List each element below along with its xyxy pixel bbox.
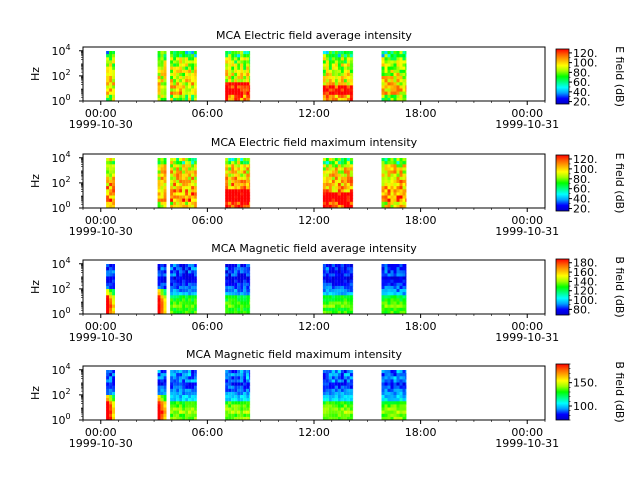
colorbar-label: B field (dB) [613,361,626,422]
y-tick-label: 100 [51,412,70,427]
spectrogram-block [158,158,167,208]
spectrogram-block [106,264,115,314]
spectrogram-block [323,370,353,420]
x-tick-label: 18:00 [405,320,437,333]
date-label-left: 1999-10-30 [69,225,133,238]
axes-frame [83,366,545,420]
colorbar-label: E field (dB) [613,153,626,214]
y-tick-label: 104 [51,362,70,377]
y-tick-label: 102 [51,68,70,83]
panel-title: MCA Electric field maximum intensity [211,136,418,149]
panel-title: MCA Magnetic field maximum intensity [186,348,402,361]
spectrogram-block [170,51,197,101]
spectrogram-block [323,51,353,101]
y-tick-label: 102 [51,281,70,296]
colorbar-tick-label: 180. [573,257,598,270]
spectrogram-block [158,370,167,420]
colorbar-label: E field (dB) [613,46,626,107]
panel-title: MCA Electric field average intensity [216,29,412,42]
axes-frame [83,47,545,101]
spectrogram-block [382,158,407,208]
panel-title: MCA Magnetic field average intensity [211,242,417,255]
spectrogram-block [323,158,353,208]
spectrogram-block [225,370,250,420]
spectrogram-block [106,370,115,420]
colorbar: 80.100.120.140.160.180.B field (dB) [556,256,626,317]
spectrogram-block [170,264,197,314]
colorbar-tick-label: 120. [573,153,598,166]
y-tick-label: 104 [51,150,70,165]
x-tick-label: 06:00 [192,107,224,120]
y-tick-label: 100 [51,93,70,108]
colorbar: 20.40.60.80.100.120.E field (dB) [556,153,626,216]
colorbar-tick-label: 150. [573,377,598,390]
x-tick-label: 12:00 [298,107,330,120]
spectrogram-block [323,264,353,314]
x-tick-label: 12:00 [298,320,330,333]
date-label-left: 1999-10-30 [69,331,133,344]
spectrogram-block [225,51,250,101]
date-label-right: 1999-10-31 [495,331,559,344]
x-tick-label: 06:00 [192,426,224,439]
colorbar-label: B field (dB) [613,256,626,317]
spectrogram-block [225,158,250,208]
colorbar-tick-label: 100. [573,400,598,413]
spectrogram-block [382,51,407,101]
date-label-left: 1999-10-30 [69,437,133,450]
axes-frame [83,154,545,208]
panel-2: MCA Electric field maximum intensity Hz 10… [29,136,626,238]
y-tick-label: 100 [51,200,70,215]
y-axis-label: Hz [29,280,42,294]
y-tick-label: 100 [51,306,70,321]
y-tick-label: 104 [51,256,70,271]
y-axis-label: Hz [29,174,42,188]
x-tick-label: 12:00 [298,426,330,439]
x-tick-label: 06:00 [192,214,224,227]
x-tick-label: 18:00 [405,214,437,227]
spectrogram-block [170,370,197,420]
spectrogram-block [382,264,407,314]
spectrogram-block [106,158,115,208]
date-label-right: 1999-10-31 [495,118,559,131]
spectrogram-block [225,264,250,314]
spectrogram-block [158,264,167,314]
y-axis-label: Hz [29,386,42,400]
spectrogram-block [170,158,197,208]
colorbar-tick-label: 120. [573,47,598,60]
axes-frame [83,260,545,314]
panel-3: MCA Magnetic field average intensity Hz 10… [29,242,626,344]
x-tick-label: 18:00 [405,107,437,120]
x-tick-label: 12:00 [298,214,330,227]
panel-4: MCA Magnetic field maximum intensity Hz 10… [29,348,626,450]
y-tick-label: 104 [51,43,70,58]
spectrogram-block [382,370,407,420]
y-tick-label: 102 [51,387,70,402]
spectrogram-block [158,51,167,101]
y-axis-label: Hz [29,67,42,81]
y-tick-label: 102 [51,175,70,190]
spectrogram-block [106,51,115,101]
x-tick-label: 06:00 [192,320,224,333]
date-label-right: 1999-10-31 [495,225,559,238]
x-tick-label: 18:00 [405,426,437,439]
date-label-left: 1999-10-30 [69,118,133,131]
panel-1: MCA Electric field average intensity Hz 10… [29,29,626,131]
colorbar: 100. 150. B field (dB) [556,361,626,422]
date-label-right: 1999-10-31 [495,437,559,450]
colorbar: 20.40.60.80.100.120.E field (dB) [556,46,626,108]
